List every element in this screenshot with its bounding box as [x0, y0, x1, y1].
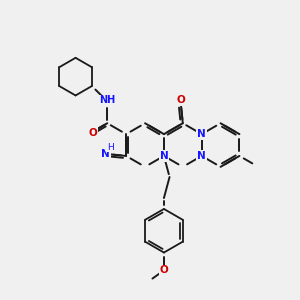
Text: N: N [197, 151, 206, 161]
Text: NH: NH [99, 95, 116, 106]
Text: O: O [160, 266, 168, 275]
Text: O: O [88, 128, 97, 138]
Text: N: N [197, 129, 206, 139]
Text: O: O [176, 95, 185, 106]
Text: N: N [160, 151, 168, 161]
Text: H: H [107, 142, 114, 152]
Text: N: N [101, 149, 110, 159]
